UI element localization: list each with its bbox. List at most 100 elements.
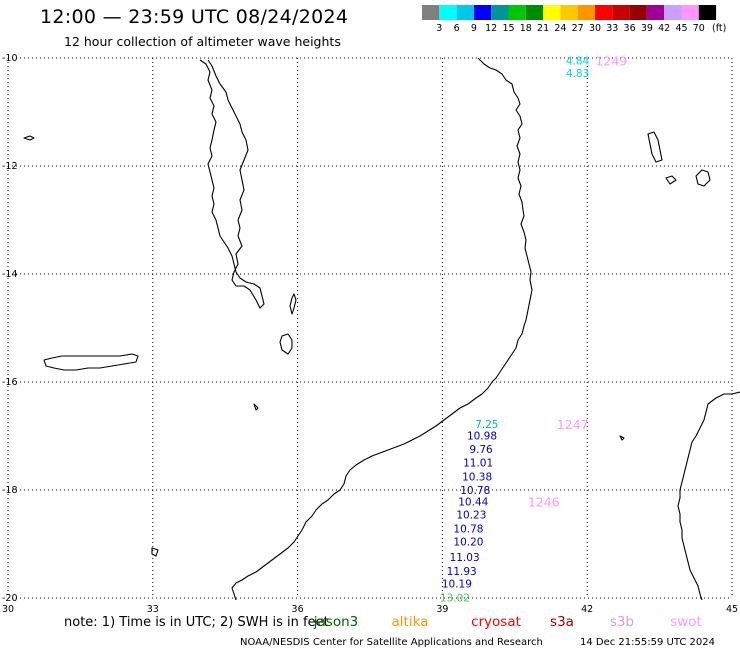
wave-height-value: 10.78 xyxy=(453,523,483,535)
y-tick-label: -10 xyxy=(2,53,18,64)
legend-swatch xyxy=(577,5,595,20)
map-subtitle: 12 hour collection of altimeter wave hei… xyxy=(64,34,341,49)
satellite-name: s3b xyxy=(610,614,634,630)
legend-tick-label: 70 xyxy=(693,23,705,34)
x-tick-label: 36 xyxy=(292,604,304,615)
wave-observations: 4.844.837.2510.989.7611.0110.3810.7810.4… xyxy=(440,56,590,605)
legend-swatch xyxy=(525,5,544,20)
legend-swatch xyxy=(646,5,665,20)
lake-kariba xyxy=(43,353,139,371)
legend-swatch xyxy=(473,5,492,20)
wave-height-legend: 3 6 9 12 15 18 21 24 27 30 33 36 39 42 45 70 (ft) xyxy=(422,5,726,34)
legend-tick-label: 21 xyxy=(537,23,549,34)
wave-height-value: 10.78 xyxy=(460,485,490,497)
footer-timestamp: 14 Dec 21:55:59 UTC 2024 xyxy=(580,637,715,648)
satellite-name: cryosat xyxy=(471,614,521,630)
footer-credit: NOAA/NESDIS Center for Satellite Applica… xyxy=(240,637,543,648)
coastline-group xyxy=(23,57,740,601)
map-area: 4.844.837.2510.989.7611.0110.3810.7810.4… xyxy=(2,53,740,615)
legend-tick-label: 45 xyxy=(675,23,687,34)
lake-chilwa xyxy=(279,333,293,355)
comoros-moheli xyxy=(665,175,677,185)
legend-tick-label: 6 xyxy=(454,23,460,34)
legend-tick-label: 36 xyxy=(624,23,636,34)
satellite-legend: jason3 altika cryosat s3a s3b swot xyxy=(313,614,702,630)
legend-tick-label: 9 xyxy=(471,23,477,34)
wave-height-value: 9.76 xyxy=(469,444,493,456)
lake-small-west xyxy=(23,135,35,141)
lake-small-south xyxy=(253,403,259,411)
footer-note: note: 1) Time is in UTC; 2) SWH is in fe… xyxy=(64,615,329,630)
legend-swatch xyxy=(560,5,578,20)
wave-height-value: 10.23 xyxy=(456,509,486,521)
legend-swatch xyxy=(664,5,682,20)
legend-swatch xyxy=(595,5,613,20)
wave-height-value: 10.19 xyxy=(442,578,472,590)
pass-time-label: 1247 xyxy=(557,417,589,432)
legend-swatch xyxy=(422,5,440,20)
legend-swatch xyxy=(456,5,474,20)
x-tick-label: 42 xyxy=(581,604,593,615)
legend-tick-label: 39 xyxy=(641,23,653,34)
legend-tick-label: 30 xyxy=(589,23,601,34)
legend-swatch xyxy=(508,5,526,20)
coastline-mozambique xyxy=(231,57,533,601)
wave-height-value: 11.93 xyxy=(447,566,477,578)
y-tick-label: -18 xyxy=(2,485,18,496)
x-tick-label: 30 xyxy=(2,604,14,615)
legend-swatch xyxy=(612,5,630,20)
wave-height-value: 11.01 xyxy=(463,457,493,469)
legend-unit-label: (ft) xyxy=(712,23,726,34)
legend-tick-label: 18 xyxy=(520,23,532,34)
x-axis-ticks: 30 33 36 39 42 45 xyxy=(2,604,738,615)
wave-height-value: 4.83 xyxy=(566,68,589,80)
satellite-name: s3a xyxy=(550,614,574,630)
legend-tick-label: 12 xyxy=(485,23,497,34)
legend-tick-label: 3 xyxy=(436,23,442,34)
wave-height-value: 4.84 xyxy=(566,56,590,68)
legend-swatch xyxy=(543,5,561,20)
comoros-grande-comore xyxy=(647,131,663,163)
legend-swatch xyxy=(629,5,647,20)
map-title: 12:00 — 23:59 UTC 08/24/2024 xyxy=(40,6,349,28)
legend-tick-label: 33 xyxy=(606,23,618,34)
legend-swatch xyxy=(681,5,699,20)
y-tick-label: -16 xyxy=(2,377,18,388)
x-tick-label: 45 xyxy=(726,604,738,615)
comoros-anjouan xyxy=(695,169,711,187)
lake-malawi xyxy=(199,59,265,309)
legend-tick-label: 15 xyxy=(502,23,514,34)
legend-tick-label: 27 xyxy=(572,23,584,34)
wave-height-value: 10.20 xyxy=(453,536,483,548)
y-tick-label: -14 xyxy=(2,269,18,280)
satellite-name: altika xyxy=(392,614,429,630)
pass-times: 1249 1247 1246 xyxy=(528,54,627,510)
satellite-name: jason3 xyxy=(313,614,358,630)
graticule xyxy=(7,57,733,599)
satellite-name: swot xyxy=(670,614,702,630)
lake-chiuta xyxy=(289,293,297,315)
pass-time-label: 1246 xyxy=(528,494,560,509)
legend-tick-label: 42 xyxy=(658,23,670,34)
lake-small-southwest xyxy=(151,547,159,557)
island-small-east xyxy=(619,435,625,441)
legend-swatch xyxy=(491,5,509,20)
wave-height-value: 10.44 xyxy=(458,496,488,508)
wave-height-value: 10.98 xyxy=(467,430,497,442)
y-axis-ticks: -10 -12 -14 -16 -18 -20 xyxy=(2,53,18,604)
x-tick-label: 33 xyxy=(147,604,159,615)
legend-swatch xyxy=(698,5,717,20)
wave-height-value: 13.02 xyxy=(440,592,470,604)
wave-height-value: 10.38 xyxy=(462,472,492,484)
wave-height-value: 7.25 xyxy=(475,419,498,431)
legend-tick-label: 24 xyxy=(554,23,566,34)
pass-time-label: 1249 xyxy=(595,54,627,69)
legend-swatch xyxy=(439,5,457,20)
wave-height-value: 11.03 xyxy=(450,552,480,564)
y-tick-label: -20 xyxy=(2,593,18,604)
coastline-madagascar xyxy=(677,391,740,601)
y-tick-label: -12 xyxy=(2,161,18,172)
x-tick-label: 39 xyxy=(436,604,448,615)
